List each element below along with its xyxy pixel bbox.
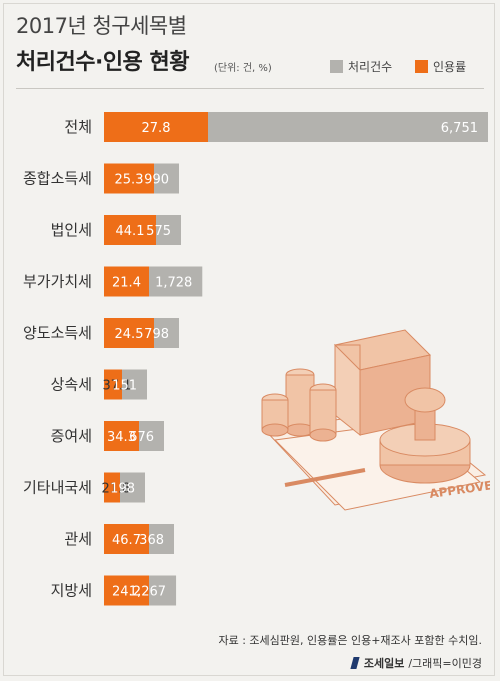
rate-value-label: 27.8: [142, 121, 171, 136]
rate-bar: [104, 524, 149, 554]
rate-value-label: 24.2: [112, 585, 141, 600]
count-value-label: 798: [144, 327, 169, 342]
brand-name: 조세일보: [363, 657, 405, 670]
rate-bar: [104, 163, 154, 194]
legend-swatch-rate: [415, 59, 428, 73]
money-stamp-illustration: APPROVED: [261, 329, 490, 511]
count-value-label: 1,728: [155, 276, 192, 291]
rate-value-label: 25.3: [115, 173, 144, 188]
unit-note: (단위: 건, %): [214, 63, 272, 74]
legend-label-count: 처리건수: [348, 59, 393, 74]
count-value-label: 198: [110, 482, 135, 497]
legend-label-rate: 인용률: [433, 59, 467, 74]
chart-title-line1: 2017년 청구세목별: [16, 14, 187, 38]
credit-line: 조세일보 /그래픽=이민경: [350, 655, 482, 671]
source-note: 자료 : 조세심판원, 인용률은 인용+재조사 포함한 수치임.: [218, 634, 482, 647]
legend-item-count: 처리건수: [330, 59, 393, 74]
rate-bar: [104, 369, 122, 400]
rate-bar: [104, 266, 149, 297]
rate-value-label: 24.5: [115, 327, 144, 342]
rate-value-label: 21.4: [112, 276, 141, 291]
brand-logo-icon: [350, 657, 360, 669]
rate-value-label: 37.1: [103, 379, 132, 394]
category-label: 관세: [64, 530, 92, 548]
rate-value-label: 21.8: [102, 482, 131, 497]
count-value-label: 575: [146, 224, 171, 239]
header-divider: [16, 88, 484, 89]
rate-bar: [104, 472, 120, 503]
legend-item-rate: 인용률: [415, 59, 467, 74]
rate-value-label: 34.3: [107, 430, 136, 445]
count-value-label: 368: [139, 533, 164, 548]
graphic-credit: /그래픽=이민경: [408, 657, 482, 670]
category-label: 지방세: [51, 582, 92, 600]
category-label: 종합소득세: [23, 170, 92, 188]
count-value-label: 990: [144, 173, 169, 188]
count-value-label: 151: [112, 379, 137, 394]
legend-swatch-count: [330, 59, 343, 73]
category-label: 부가가치세: [23, 273, 92, 291]
rate-bar: [104, 318, 154, 348]
category-label: 기타내국세: [23, 479, 92, 497]
pen-icon: [284, 468, 366, 487]
rate-bar: [104, 112, 208, 142]
rate-value-label: 46.7: [112, 533, 141, 548]
category-label: 상속세: [51, 376, 92, 394]
category-label: 양도소득세: [23, 324, 92, 342]
rate-bar: [104, 575, 149, 606]
chart-title-line2: 처리건수·인용 현황: [16, 50, 189, 75]
category-label: 증여세: [51, 427, 92, 445]
category-label: 전체: [64, 118, 92, 136]
count-value-label: 6,751: [441, 121, 478, 136]
count-value-label: 1,267: [129, 585, 166, 600]
count-value-label: 676: [129, 430, 154, 445]
rate-value-label: 44.1: [116, 224, 145, 239]
rate-bar: [104, 215, 156, 245]
rate-bar: [104, 421, 139, 451]
category-label: 법인세: [51, 221, 92, 239]
